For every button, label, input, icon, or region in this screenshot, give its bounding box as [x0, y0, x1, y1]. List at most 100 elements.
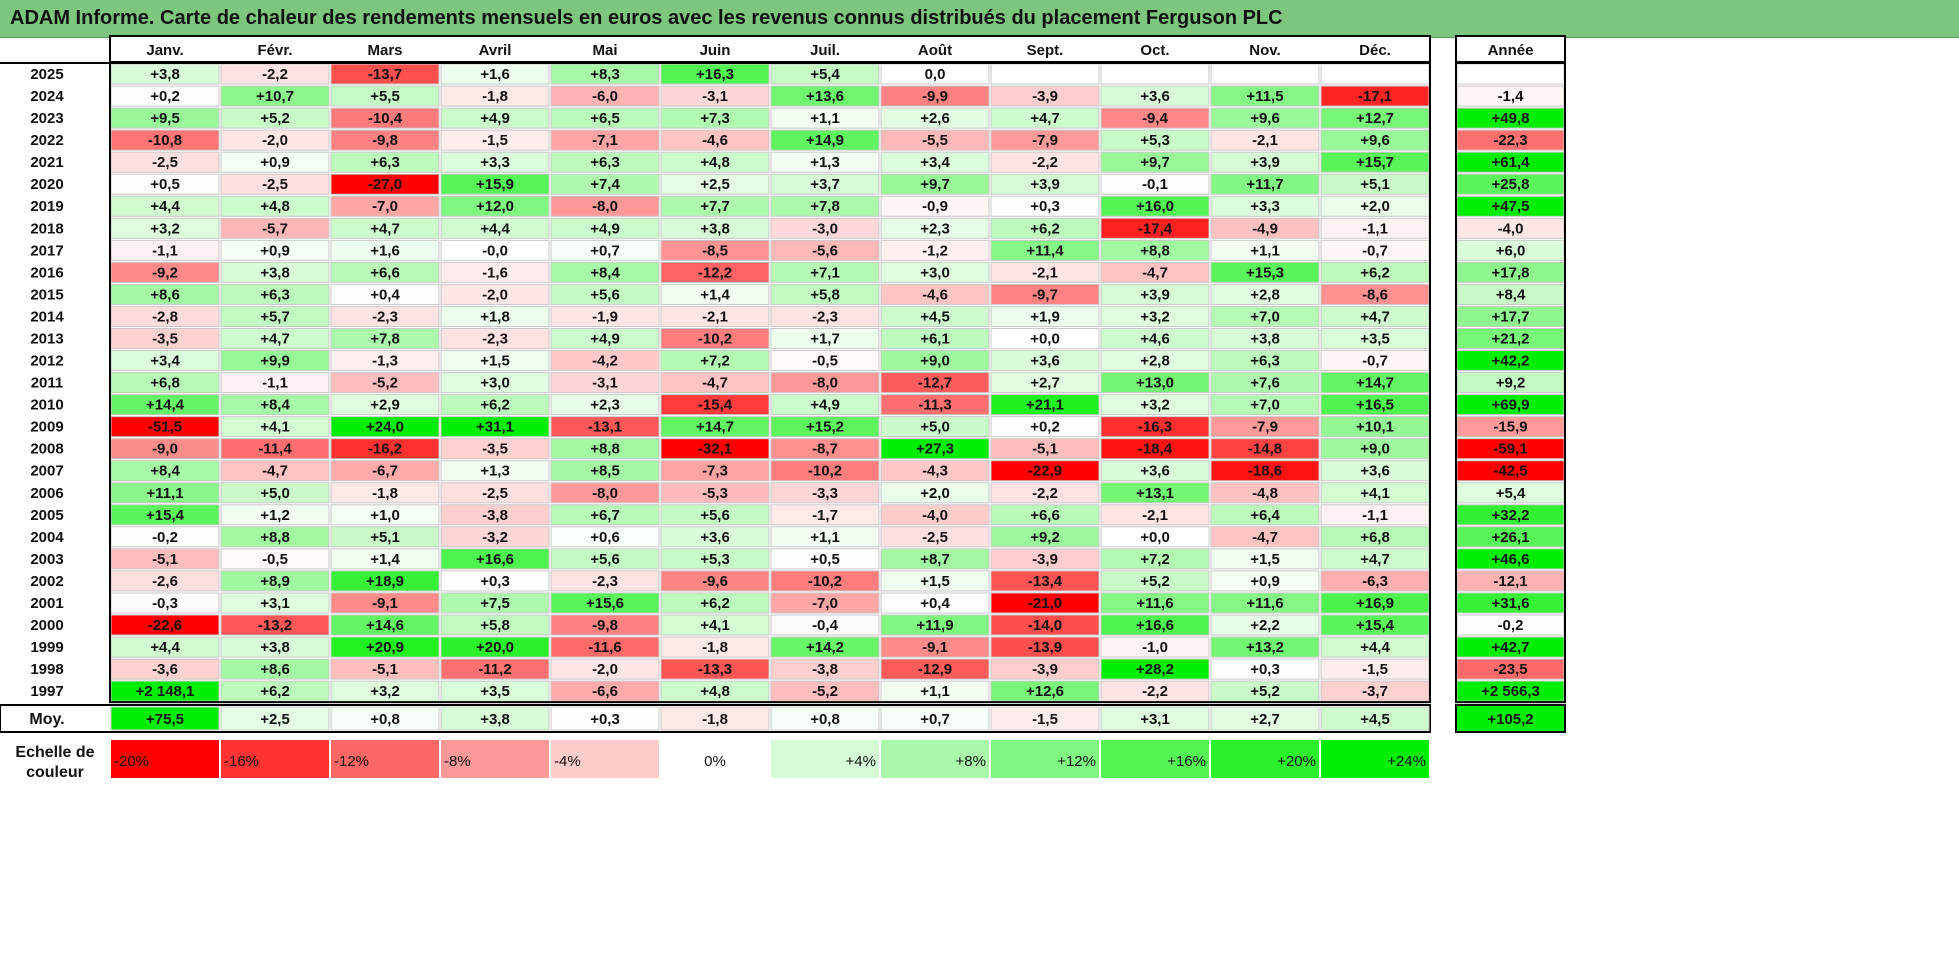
heat-cell — [1210, 636, 1320, 658]
cell-value: -0,4 — [812, 617, 839, 634]
cell-value: +2,0 — [1360, 198, 1390, 215]
heat-cell — [330, 460, 440, 482]
scale-step-label: -16% — [224, 753, 259, 770]
heat-cell — [330, 129, 440, 151]
cell-value: +4,4 — [480, 220, 510, 237]
average-cell — [330, 706, 440, 731]
heat-cell — [550, 416, 660, 438]
heat-cell — [1210, 283, 1320, 305]
heat-cell — [330, 217, 440, 239]
cell-value: -16,3 — [1138, 419, 1172, 436]
cell-value: -2,1 — [1032, 264, 1058, 281]
heat-cell — [550, 305, 660, 327]
cell-value: +7,0 — [1250, 397, 1280, 414]
scale-step-label: -20% — [114, 753, 149, 770]
cell-value: +0,0 — [1140, 529, 1170, 546]
cell-value: +7,2 — [1140, 551, 1170, 568]
heat-cell — [990, 305, 1100, 327]
heat-cell — [1100, 592, 1210, 614]
cell-value: -9,9 — [922, 88, 948, 105]
cell-value: -15,4 — [698, 397, 733, 414]
annual-value: +42,2 — [1492, 353, 1530, 370]
month-header-row — [109, 35, 1431, 63]
heat-cell — [660, 173, 770, 195]
average-annual-cell — [1455, 704, 1566, 733]
cell-value: +0,0 — [1030, 330, 1060, 347]
year-label: 2000 — [30, 617, 63, 634]
heat-cell — [220, 416, 330, 438]
cell-value: +8,5 — [590, 463, 620, 480]
heat-cell — [440, 195, 550, 217]
heat-cell — [440, 438, 550, 460]
cell-value: +12,0 — [476, 198, 514, 215]
heat-cell — [1210, 305, 1320, 327]
heat-cell — [990, 570, 1100, 592]
heat-cell — [330, 504, 440, 526]
heat-cell — [220, 85, 330, 107]
heat-cell — [1210, 394, 1320, 416]
heat-cell — [990, 283, 1100, 305]
cell-value: -1,3 — [372, 353, 398, 370]
cell-value: +0,4 — [920, 595, 950, 612]
cell-value: +4,4 — [150, 639, 180, 656]
cell-value: +1,1 — [1250, 242, 1280, 259]
heat-cell — [440, 173, 550, 195]
heat-cell — [880, 548, 990, 570]
year-label: 2013 — [30, 330, 63, 347]
month-header-7: Août — [918, 42, 952, 59]
heat-cell — [990, 195, 1100, 217]
average-cell — [110, 706, 220, 731]
average-value: +3,1 — [1140, 711, 1170, 728]
cell-value: +6,2 — [1030, 220, 1060, 237]
heat-cell — [770, 305, 880, 327]
heat-cell — [660, 85, 770, 107]
heat-cell — [1100, 239, 1210, 261]
heat-cell — [660, 570, 770, 592]
cell-value: +3,0 — [480, 375, 510, 392]
cell-value: -9,8 — [592, 617, 618, 634]
cell-value: +6,8 — [150, 375, 180, 392]
cell-value: +3,5 — [480, 683, 510, 700]
cell-value: -3,9 — [1032, 661, 1058, 678]
cell-value: +4,6 — [1140, 330, 1170, 347]
cell-value: -22,6 — [148, 617, 182, 634]
cell-value: -4,8 — [1252, 485, 1278, 502]
cell-value: +28,2 — [1136, 661, 1174, 678]
heat-cell — [330, 438, 440, 460]
cell-value: +9,7 — [920, 176, 950, 193]
cell-value: -1,8 — [702, 639, 728, 656]
heat-cell — [330, 416, 440, 438]
year-label: 2010 — [30, 397, 63, 414]
cell-value: -0,0 — [482, 242, 508, 259]
heat-cell — [770, 482, 880, 504]
cell-value: +1,5 — [480, 353, 510, 370]
heat-cell — [220, 438, 330, 460]
annual-value: +26,1 — [1492, 529, 1530, 546]
cell-value: -4,7 — [1252, 529, 1278, 546]
cell-value: +0,6 — [590, 529, 620, 546]
cell-value: +5,4 — [810, 66, 840, 83]
heat-cell — [1100, 195, 1210, 217]
year-label: 2011 — [31, 375, 64, 392]
heat-cell — [770, 570, 880, 592]
cell-value: +20,0 — [476, 639, 514, 656]
cell-value: -3,2 — [482, 529, 508, 546]
heat-cell — [990, 482, 1100, 504]
scale-swatch — [1211, 740, 1319, 778]
cell-value: -7,3 — [702, 463, 728, 480]
heat-cell — [1100, 261, 1210, 283]
cell-value: -17,1 — [1358, 88, 1392, 105]
cell-value: +4,9 — [590, 220, 620, 237]
annual-value: -1,4 — [1498, 88, 1525, 105]
cell-value: +5,5 — [370, 88, 400, 105]
heat-cell — [1210, 372, 1320, 394]
cell-value: +4,7 — [260, 330, 290, 347]
cell-value: +3,8 — [150, 66, 180, 83]
cell-value: +31,1 — [476, 419, 514, 436]
cell-value: -1,1 — [262, 375, 288, 392]
cell-value: -1,8 — [372, 485, 398, 502]
heat-cell — [1100, 482, 1210, 504]
heat-cell — [770, 151, 880, 173]
heat-cell — [220, 658, 330, 680]
cell-value: +7,1 — [810, 264, 840, 281]
